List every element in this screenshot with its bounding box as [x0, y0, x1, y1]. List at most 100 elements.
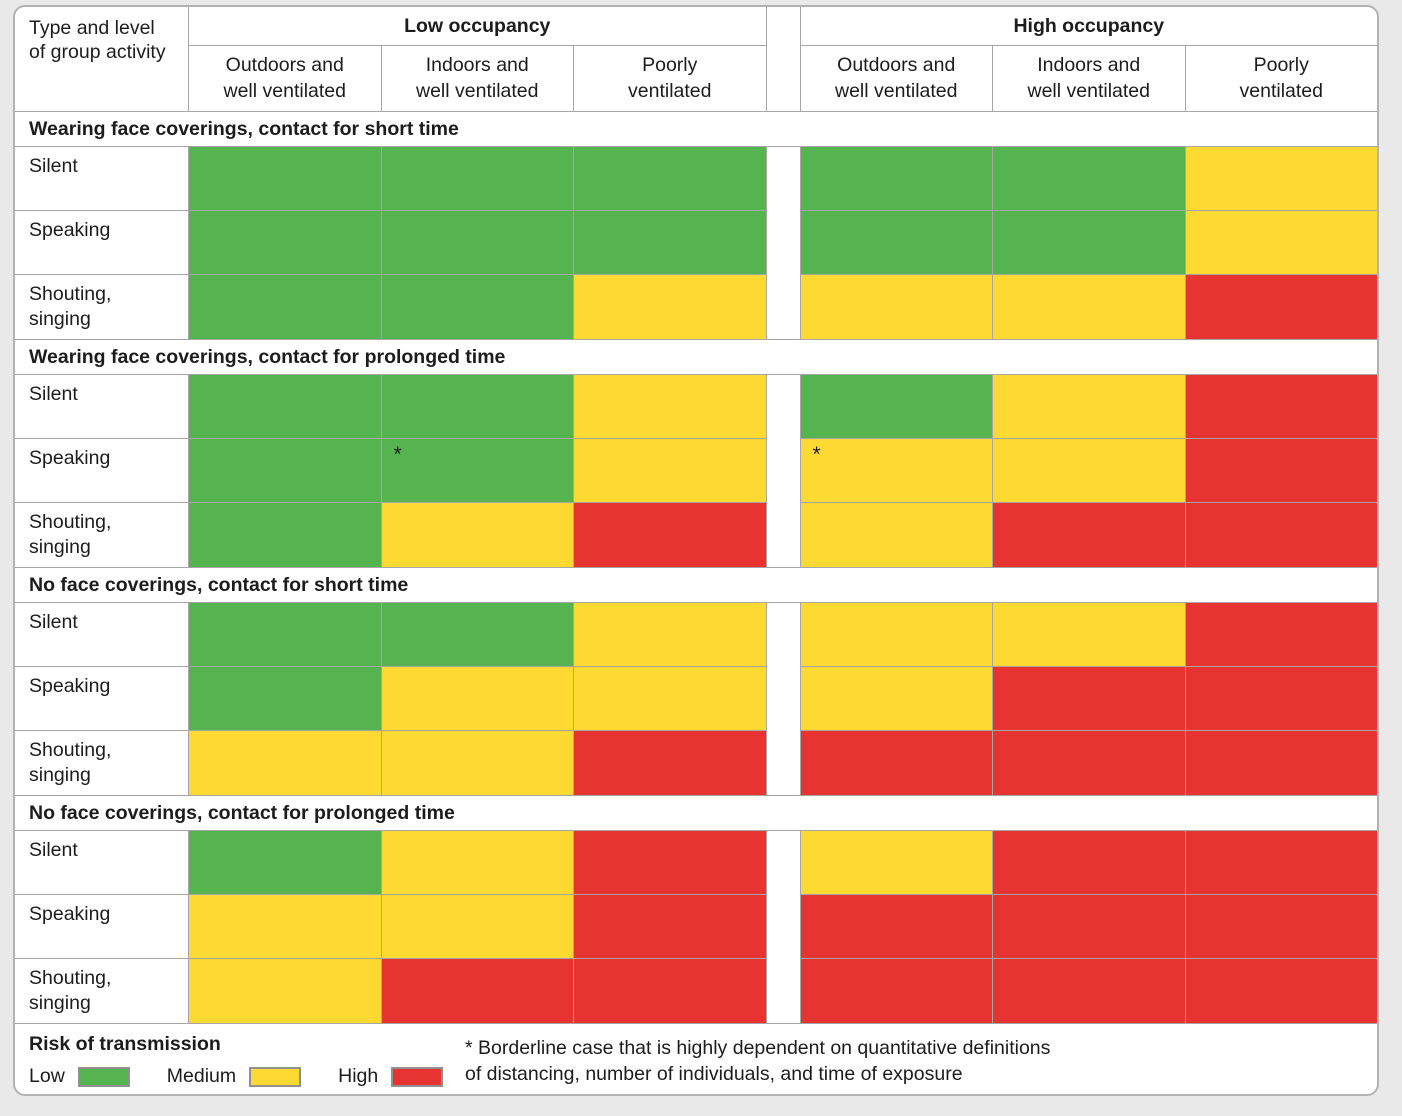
table-row: Shouting, singing — [15, 503, 1377, 567]
legend-label: Low — [29, 1065, 65, 1087]
section-rows: Silent Speaking Shouting, singing — [15, 831, 1377, 1023]
risk-cell-low — [189, 503, 382, 567]
section-title: No face coverings, contact for short tim… — [15, 567, 1377, 603]
gap-column — [766, 831, 801, 895]
risk-cell-high — [993, 503, 1186, 567]
risk-cell-high — [993, 895, 1186, 959]
risk-cell-high — [1185, 275, 1377, 339]
risk-cell-medium — [1185, 211, 1377, 275]
section-rows: Silent Speaking Shouting, singing — [15, 603, 1377, 795]
legend-item: Medium — [166, 1065, 302, 1088]
risk-cell-high — [1185, 503, 1377, 567]
risk-cell-high — [993, 831, 1186, 895]
legend-label: High — [338, 1065, 379, 1087]
row-label: Speaking — [15, 211, 189, 275]
row-label: Silent — [15, 375, 189, 439]
risk-cell-medium — [993, 375, 1186, 439]
risk-cell-medium — [574, 275, 767, 339]
risk-cell-low — [189, 275, 382, 339]
risk-cell-high — [800, 895, 993, 959]
risk-cell-medium — [800, 831, 993, 895]
section-rows: Silent Speaking Shouting, singing — [15, 147, 1377, 339]
table-row: Speaking — [15, 667, 1377, 731]
table-row: Silent — [15, 375, 1377, 439]
row-label: Shouting, singing — [15, 503, 189, 567]
table-row: Speaking — [15, 895, 1377, 959]
risk-cell-medium — [189, 895, 382, 959]
risk-cell-low — [189, 667, 382, 731]
risk-cell-low — [800, 375, 993, 439]
row-label: Speaking — [15, 439, 189, 503]
risk-cell-low — [189, 375, 382, 439]
risk-cell-low — [189, 439, 382, 503]
risk-cell-high — [1185, 959, 1377, 1023]
risk-cell-medium — [1185, 147, 1377, 211]
risk-cell-low — [189, 603, 382, 667]
column-header: Indoors and well ventilated — [993, 46, 1186, 111]
column-header: Poorly ventilated — [1239, 54, 1323, 102]
legend-label: Medium — [166, 1065, 237, 1087]
risk-cell-high — [1185, 439, 1377, 503]
risk-cell-low — [800, 211, 993, 275]
risk-cell-high — [993, 667, 1186, 731]
risk-cell-medium — [800, 503, 993, 567]
risk-cell-medium — [189, 959, 382, 1023]
risk-matrix-figure: Type and level of group activity Low occ… — [13, 5, 1379, 1096]
table-row: Shouting, singing — [15, 959, 1377, 1023]
table-row: Speaking * * — [15, 439, 1377, 503]
gap-column — [766, 147, 801, 211]
table-row: Shouting, singing — [15, 731, 1377, 795]
risk-cell-high — [574, 895, 767, 959]
risk-cell-high — [1185, 731, 1377, 795]
header-gap-column — [767, 7, 801, 111]
gap-column — [766, 439, 801, 503]
legend-swatch-low — [77, 1066, 130, 1087]
risk-cell-low — [189, 831, 382, 895]
risk-cell-medium — [800, 603, 993, 667]
risk-cell-medium — [993, 603, 1186, 667]
legend-item: High — [338, 1065, 444, 1088]
corner-header: Type and level of group activity — [15, 7, 189, 111]
asterisk: * — [393, 443, 402, 466]
table-row: Speaking — [15, 211, 1377, 275]
table-row: Silent — [15, 603, 1377, 667]
row-label: Speaking — [15, 895, 189, 959]
row-label: Silent — [15, 603, 189, 667]
risk-cell-low — [381, 375, 574, 439]
risk-cell-high — [1185, 831, 1377, 895]
group-high-occupancy: High occupancy Outdoors and well ventila… — [800, 7, 1377, 111]
row-label: Shouting, singing — [15, 275, 189, 339]
risk-cell-high — [1185, 667, 1377, 731]
section-title: Wearing face coverings, contact for prol… — [15, 339, 1377, 375]
risk-cell-medium — [381, 667, 574, 731]
risk-cell-medium — [800, 275, 993, 339]
row-label: Shouting, singing — [15, 959, 189, 1023]
risk-cell-high — [1185, 375, 1377, 439]
risk-cell-low — [189, 211, 382, 275]
legend-swatch-medium — [249, 1066, 302, 1087]
column-header: Outdoors and well ventilated — [189, 46, 382, 111]
risk-cell-medium — [574, 439, 767, 503]
section-title: Wearing face coverings, contact for shor… — [15, 111, 1377, 147]
risk-cell-medium — [574, 375, 767, 439]
risk-cell-low — [993, 147, 1186, 211]
row-label: Silent — [15, 147, 189, 211]
footnote: * Borderline case that is highly depende… — [465, 1037, 1051, 1086]
risk-cell-low — [381, 275, 574, 339]
table-row: Silent — [15, 831, 1377, 895]
risk-cell-medium — [574, 603, 767, 667]
table-header: Type and level of group activity Low occ… — [15, 7, 1377, 111]
risk-cell-medium — [381, 895, 574, 959]
gap-column — [766, 503, 801, 567]
risk-cell-high — [800, 731, 993, 795]
gap-column — [766, 667, 801, 731]
gap-column — [766, 895, 801, 959]
asterisk: * — [812, 443, 821, 466]
section-rows: Silent Speaking * * Shouting, singing — [15, 375, 1377, 567]
legend-swatch-high — [391, 1066, 444, 1087]
risk-cell-low — [993, 211, 1186, 275]
gap-column — [766, 211, 801, 275]
risk-cell-high — [1185, 603, 1377, 667]
risk-cell-high — [993, 731, 1186, 795]
table-row: Silent — [15, 147, 1377, 211]
